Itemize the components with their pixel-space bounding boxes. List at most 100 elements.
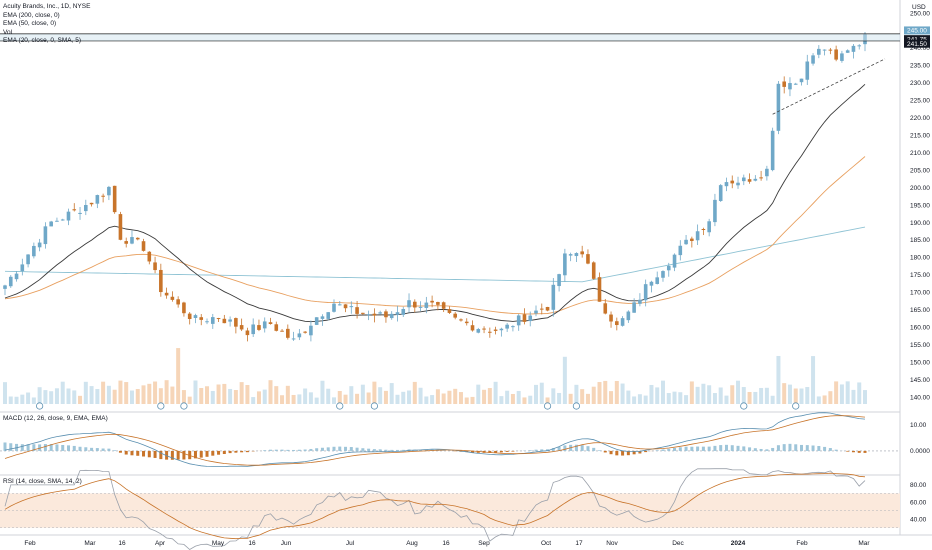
macd-histogram-bar	[20, 444, 24, 451]
time-tick-label: 16	[442, 540, 450, 547]
candle-body	[851, 45, 856, 52]
volume-bar	[839, 384, 844, 404]
volume-bar	[453, 388, 458, 404]
candle-body	[574, 253, 579, 257]
macd-histogram-bar	[846, 450, 850, 452]
macd-histogram-bar	[499, 450, 503, 453]
volume-bar	[626, 390, 631, 404]
price-tick-label: 190.00	[910, 220, 930, 227]
macd-histogram-bar	[580, 445, 584, 451]
price-tick-label: 150.00	[910, 359, 930, 366]
macd-histogram-bar	[713, 445, 717, 451]
price-tick-label: 205.00	[910, 167, 930, 174]
candle-body	[89, 202, 94, 205]
volume-bar	[14, 396, 19, 404]
candle-body	[632, 302, 636, 313]
macd-tick-label: 10.00	[910, 422, 927, 429]
candle-body	[718, 185, 723, 201]
candle-body	[262, 321, 267, 329]
macd-histogram-bar	[205, 450, 209, 457]
volume-bar	[430, 395, 435, 404]
rsi-label[interactable]: RSI (14, close, SMA, 14, 2)	[3, 478, 82, 485]
volume-bar	[551, 388, 556, 404]
event-marker	[740, 402, 748, 410]
volume-bar	[620, 383, 625, 404]
candle-body	[286, 328, 290, 338]
macd-histogram-bar	[286, 449, 290, 451]
volume-bar	[285, 385, 290, 404]
macd-histogram-bar	[724, 444, 728, 451]
volume-bar	[251, 397, 256, 404]
time-tick-label: Dec	[672, 540, 684, 547]
candle-body	[366, 314, 371, 316]
candle-body	[620, 318, 625, 326]
candle-body	[55, 220, 59, 222]
volume-bar	[516, 390, 521, 404]
macd-histogram-bar	[49, 444, 53, 451]
volume-bar	[193, 380, 198, 404]
candle-body	[268, 322, 273, 325]
candle-body	[170, 296, 175, 300]
volume-bar	[695, 386, 700, 404]
candle-body	[770, 130, 775, 171]
macd-histogram-bar	[782, 444, 786, 451]
macd-histogram-bar	[78, 446, 82, 451]
macd-histogram-bar	[61, 444, 65, 451]
candle-body	[107, 186, 111, 196]
candle-body	[753, 178, 758, 181]
rsi-ma-line	[4, 472, 866, 540]
volume-bar	[799, 388, 804, 404]
currency-label: USD	[912, 4, 926, 11]
ema200-line	[4, 226, 866, 283]
macd-histogram-bar	[834, 449, 838, 451]
price-tick-label: 140.00	[910, 394, 930, 401]
volume-bar	[470, 396, 475, 404]
candle-body	[482, 328, 486, 330]
macd-histogram-bar	[442, 450, 446, 451]
volume-bar	[528, 395, 533, 404]
candle-body	[834, 49, 838, 60]
candle-body	[655, 277, 660, 284]
candle-body	[545, 306, 550, 311]
candle-body	[464, 321, 469, 324]
volume-bar	[239, 382, 244, 404]
volume-bar	[256, 391, 261, 404]
macd-histogram-bar	[505, 450, 509, 452]
volume-bar	[614, 380, 619, 404]
volume-bar	[660, 380, 665, 404]
candle-body	[741, 177, 746, 182]
volume-bar	[609, 391, 614, 404]
candle-body	[580, 251, 584, 255]
volume-bar	[678, 392, 683, 404]
volume-bar	[834, 381, 839, 404]
macd-histogram-bar	[378, 449, 382, 451]
volume-bar	[637, 394, 642, 404]
macd-histogram-bar	[494, 450, 498, 453]
volume-bar	[164, 380, 169, 404]
indicator-ema20[interactable]: EMA (20, close, 0, SMA, 5)	[3, 37, 82, 44]
indicator-ema50[interactable]: EMA (50, close, 0)	[3, 20, 57, 27]
candle-body	[765, 168, 769, 177]
indicator-ema200[interactable]: EMA (200, close, 0)	[3, 11, 60, 19]
candle-body	[337, 304, 342, 306]
time-tick-label: 17	[575, 540, 583, 547]
volume-bar	[764, 387, 769, 404]
candle-body	[193, 315, 198, 318]
symbol-title: Acuity Brands, Inc., 1D, NYSE	[3, 3, 91, 10]
volume-bar	[655, 387, 660, 404]
volume-bar	[153, 381, 158, 404]
macd-histogram-bar	[43, 444, 47, 451]
volume-bar	[20, 394, 25, 404]
macd-histogram-bar	[586, 446, 590, 451]
macd-label[interactable]: MACD (12, 26, close, 9, EMA, EMA)	[3, 415, 108, 422]
volume-bar	[493, 381, 498, 404]
indicator-vol[interactable]: Vol	[3, 28, 13, 36]
volume-bar	[181, 390, 186, 404]
price-tag	[904, 39, 930, 48]
macd-histogram-bar	[84, 447, 88, 451]
volume-bar	[574, 384, 579, 404]
volume-bar	[580, 389, 585, 404]
volume-bar	[770, 395, 775, 404]
macd-histogram-bar	[199, 450, 203, 458]
